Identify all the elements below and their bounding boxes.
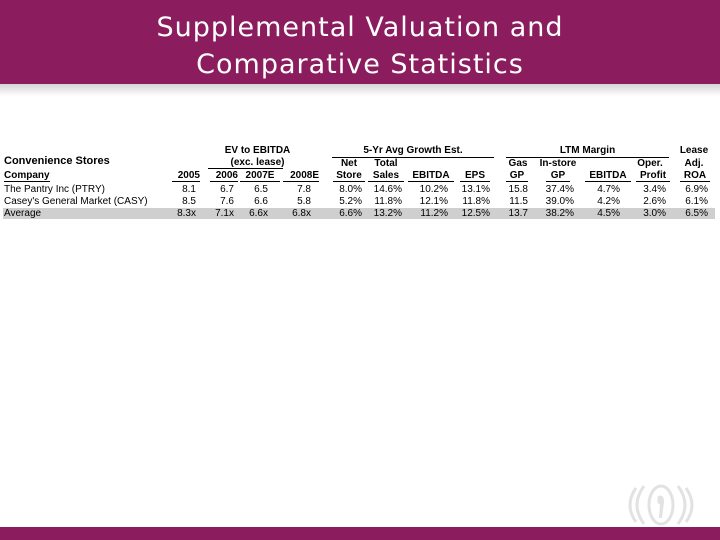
cell-2008e: 7.8 xyxy=(297,184,311,195)
cell-ltm-ebitda: 4.2% xyxy=(597,196,620,207)
company-name: Casey's General Market (CASY) xyxy=(4,196,148,207)
cell-2006: 7.6 xyxy=(220,196,234,207)
col-header-2007e: 2007E xyxy=(240,170,280,182)
title-banner: Supplemental Valuation and Comparative S… xyxy=(0,0,720,84)
cell-2007e: 6.5 xyxy=(254,184,268,195)
cell-oper-profit: 3.4% xyxy=(643,184,666,195)
col-top-gas: Gas xyxy=(508,158,528,169)
group-ev-to-ebitda: EV to EBITDA xyxy=(224,145,291,156)
page-title-line-1: Supplemental Valuation and xyxy=(156,12,564,43)
section-label: Convenience Stores xyxy=(4,155,110,167)
col-top-net: Net xyxy=(340,158,358,169)
col-header-2008e: 2008E xyxy=(283,170,319,182)
cell-2005: 8.5 xyxy=(182,196,196,207)
footer-bar xyxy=(0,527,720,540)
cell-total-sales: 13.2% xyxy=(373,208,402,219)
group-growth: 5-Yr Avg Growth Est. xyxy=(363,145,463,156)
cell-ebitda-growth: 10.2% xyxy=(419,184,448,195)
col-header-roa: ROA xyxy=(680,170,710,182)
average-row-band xyxy=(3,208,715,219)
cell-2008e: 6.8x xyxy=(292,208,311,219)
col-header-2006: 2006 xyxy=(210,170,238,182)
cell-instore-gp: 38.2% xyxy=(545,208,574,219)
col-header-store: Store xyxy=(333,170,365,182)
cell-gas-gp: 15.8 xyxy=(508,184,528,195)
col-header-instore-gp: GP xyxy=(546,170,570,182)
company-name: Average xyxy=(4,208,42,219)
cell-oper-profit: 3.0% xyxy=(643,208,666,219)
col-header-gas-gp: GP xyxy=(506,170,528,182)
col-top-instore: In-store xyxy=(539,158,577,169)
group-lease-adj: Adj. xyxy=(684,158,704,169)
cell-instore-gp: 37.4% xyxy=(545,184,574,195)
col-top-oper: Oper. xyxy=(637,158,663,169)
cell-roa: 6.1% xyxy=(685,196,708,207)
col-header-eps: EPS xyxy=(460,170,490,182)
cell-instore-gp: 39.0% xyxy=(545,196,574,207)
cell-gas-gp: 11.5 xyxy=(509,196,528,207)
cell-total-sales: 11.8% xyxy=(374,196,402,207)
col-header-2005: 2005 xyxy=(172,170,200,182)
cell-2007e: 6.6 xyxy=(254,196,268,207)
cell-ltm-ebitda: 4.7% xyxy=(597,184,620,195)
col-header-profit: Profit xyxy=(636,170,670,182)
banner-shadow xyxy=(0,84,720,96)
cell-total-sales: 14.6% xyxy=(373,184,402,195)
group-ev-rule xyxy=(208,168,283,169)
cell-ebitda-growth: 11.2% xyxy=(420,208,448,219)
cell-2005: 8.3x xyxy=(177,208,196,219)
cell-2005: 8.1 xyxy=(182,184,196,195)
col-header-company: Company xyxy=(4,170,50,182)
group-ltm-margin: LTM Margin xyxy=(559,145,616,156)
cell-ltm-ebitda: 4.5% xyxy=(597,208,620,219)
group-ltm-rule xyxy=(506,157,669,158)
page-title-line-2: Comparative Statistics xyxy=(196,49,524,80)
cell-roa: 6.9% xyxy=(685,184,708,195)
cell-ebitda-growth: 12.1% xyxy=(419,196,448,207)
col-header-ltm-ebitda: EBITDA xyxy=(585,170,631,182)
cell-2006: 7.1x xyxy=(215,208,234,219)
cell-oper-profit: 2.6% xyxy=(643,196,666,207)
cell-roa: 6.5% xyxy=(685,208,708,219)
cell-eps: 11.8% xyxy=(462,196,490,207)
cell-net-store: 8.0% xyxy=(339,184,362,195)
cell-net-store: 5.2% xyxy=(339,196,362,207)
company-logo-icon xyxy=(628,484,694,526)
cell-gas-gp: 13.7 xyxy=(508,208,528,219)
col-top-total: Total xyxy=(374,158,398,169)
cell-2006: 6.7 xyxy=(220,184,234,195)
cell-2008e: 5.8 xyxy=(297,196,311,207)
group-ev-exc-lease: (exc. lease) xyxy=(230,157,285,168)
col-header-ebitda: EBITDA xyxy=(408,170,454,182)
company-name: The Pantry Inc (PTRY) xyxy=(4,184,105,195)
group-growth-rule xyxy=(332,157,494,158)
cell-eps: 12.5% xyxy=(461,208,490,219)
col-header-sales: Sales xyxy=(368,170,404,182)
cell-net-store: 6.6% xyxy=(339,208,362,219)
cell-eps: 13.1% xyxy=(461,184,490,195)
cell-2007e: 6.6x xyxy=(249,208,268,219)
group-lease: Lease xyxy=(679,145,709,156)
